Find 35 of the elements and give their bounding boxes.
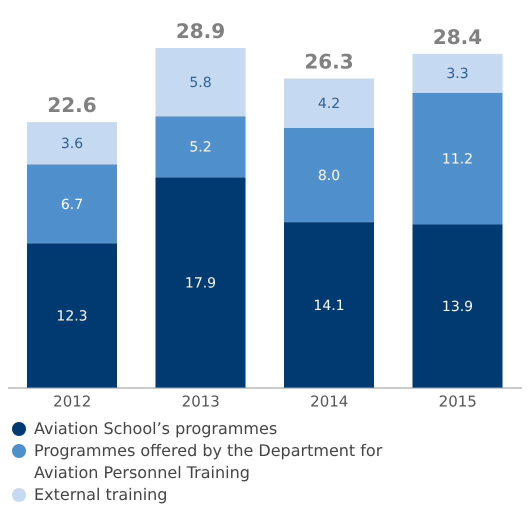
total-label: 28.9 bbox=[176, 19, 226, 43]
x-tick-label: 2014 bbox=[310, 392, 348, 411]
legend-label: Programmes offered by the Department for Aviation Personnel Training bbox=[34, 440, 384, 484]
data-label: 4.2 bbox=[318, 96, 340, 112]
data-label: 12.3 bbox=[56, 308, 88, 325]
total-label: 28.4 bbox=[432, 24, 482, 49]
x-tick-label: 2015 bbox=[438, 392, 477, 411]
total-label: 26.3 bbox=[304, 50, 354, 74]
bar bbox=[412, 92, 502, 224]
data-label: 8.0 bbox=[318, 168, 340, 184]
data-label: 6.7 bbox=[60, 196, 84, 213]
data-label: 14.1 bbox=[313, 298, 345, 314]
bar bbox=[412, 54, 502, 93]
bar bbox=[412, 224, 502, 388]
bar bbox=[156, 177, 246, 388]
x-tick-label: 2013 bbox=[182, 392, 220, 411]
data-label: 3.6 bbox=[60, 136, 84, 152]
legend-label: External training bbox=[34, 484, 168, 506]
bar bbox=[284, 222, 374, 388]
x-tick-label: 2012 bbox=[53, 392, 92, 411]
bar bbox=[284, 128, 374, 222]
data-label: 17.9 bbox=[184, 276, 216, 292]
bar bbox=[284, 78, 374, 128]
data-label: 3.3 bbox=[446, 66, 469, 82]
bar bbox=[27, 164, 117, 244]
bar bbox=[156, 48, 246, 116]
total-label: 22.6 bbox=[47, 93, 97, 118]
data-label: 11.2 bbox=[442, 151, 474, 168]
data-label: 13.9 bbox=[442, 299, 474, 316]
data-label: 5.8 bbox=[189, 75, 212, 92]
bar bbox=[156, 116, 246, 178]
bar bbox=[27, 243, 117, 388]
bar bbox=[27, 122, 117, 164]
legend-label: Aviation School’s programmes bbox=[34, 418, 278, 440]
data-label: 5.2 bbox=[189, 140, 212, 156]
